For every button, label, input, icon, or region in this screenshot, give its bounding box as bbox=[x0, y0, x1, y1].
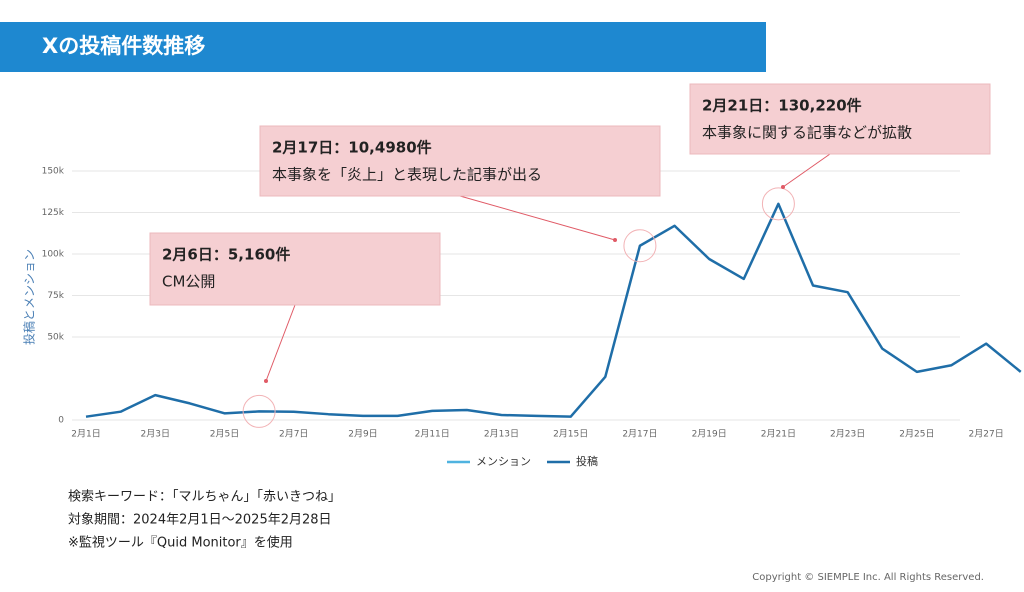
x-tick-label: 2月7日 bbox=[279, 429, 308, 440]
y-axis-label: 投稿とメンション bbox=[22, 249, 37, 345]
note: ※監視ツール『Quid Monitor』を使用 bbox=[68, 535, 293, 551]
note: 検索キーワード：「マルちゃん」「赤いきつね」 bbox=[68, 490, 341, 505]
annotation-box bbox=[259, 125, 661, 197]
y-tick-label: 50k bbox=[47, 333, 64, 343]
legend-label: メンション bbox=[476, 455, 531, 468]
annotation-text: CM公開 bbox=[162, 273, 215, 291]
legend-label: 投稿 bbox=[576, 454, 598, 468]
y-tick-label: 75k bbox=[47, 291, 64, 301]
annotation-text: 本事象を「炎上」と表現した記事が出る bbox=[272, 166, 542, 184]
x-tick-label: 2月15日 bbox=[553, 429, 588, 440]
pointer-dot bbox=[613, 238, 617, 242]
y-tick-label: 100k bbox=[42, 250, 65, 260]
annotation-text: 2月17日：10,4980件 bbox=[272, 139, 432, 157]
annotation-text: 本事象に関する記事などが拡散 bbox=[702, 124, 912, 142]
title: Xの投稿件数推移 bbox=[42, 34, 205, 58]
x-tick-label: 2月25日 bbox=[899, 429, 934, 440]
annotation-box bbox=[149, 232, 441, 306]
pointer-dot bbox=[264, 379, 268, 383]
x-tick-label: 2月23日 bbox=[830, 429, 865, 440]
x-tick-label: 2月9日 bbox=[348, 429, 377, 440]
annotation-text: 2月6日：5,160件 bbox=[162, 246, 290, 264]
x-tick-label: 2月13日 bbox=[484, 429, 519, 440]
pointer-dot bbox=[781, 185, 785, 189]
x-tick-label: 2月21日 bbox=[761, 429, 796, 440]
x-tick-label: 2月11日 bbox=[415, 429, 450, 440]
annotation-pointer bbox=[782, 153, 831, 188]
annotation-box bbox=[689, 83, 991, 155]
series-line bbox=[85, 202, 1022, 418]
title-banner bbox=[0, 22, 766, 72]
x-tick-label: 2月5日 bbox=[210, 429, 239, 440]
annotation-text: 2月21日：130,220件 bbox=[702, 97, 862, 115]
copyright: Copyright © SIEMPLE Inc. All Rights Rese… bbox=[752, 572, 984, 583]
highlight-circle bbox=[761, 187, 795, 221]
y-tick-label: 150k bbox=[42, 167, 65, 177]
annotation-pointer bbox=[265, 304, 296, 382]
note: 対象期間：2024年2月1日～2025年2月28日 bbox=[68, 513, 332, 528]
x-tick-label: 2月3日 bbox=[141, 429, 170, 440]
highlight-circle bbox=[242, 394, 276, 428]
highlight-circle bbox=[623, 229, 657, 263]
y-tick-label: 125k bbox=[42, 208, 65, 218]
x-tick-label: 2月17日 bbox=[622, 429, 657, 440]
y-tick-label: 0 bbox=[58, 416, 64, 426]
x-tick-label: 2月27日 bbox=[969, 429, 1004, 440]
x-tick-label: 2月19日 bbox=[692, 429, 727, 440]
x-tick-label: 2月1日 bbox=[71, 429, 100, 440]
annotation-pointer bbox=[459, 195, 616, 241]
